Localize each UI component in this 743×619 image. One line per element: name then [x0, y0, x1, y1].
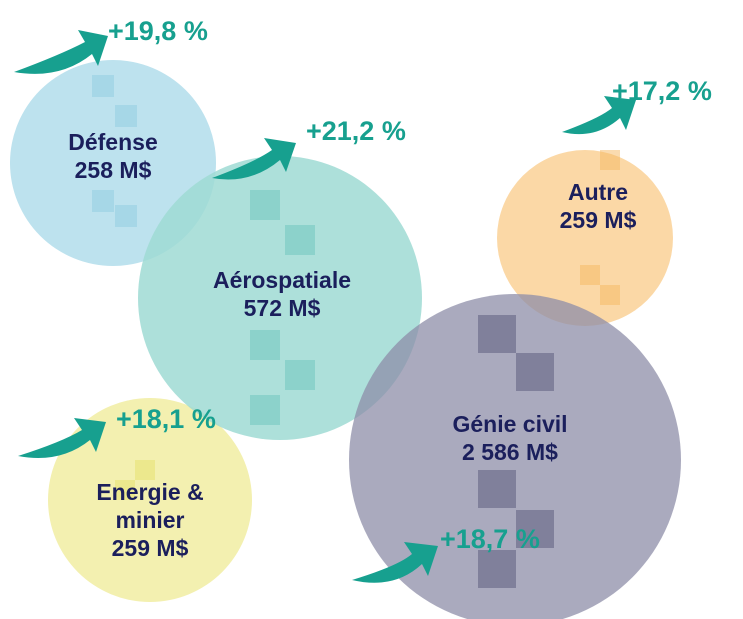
- bubble-label: Aérospatiale: [213, 267, 351, 293]
- bubble-label: Energie &: [96, 479, 203, 505]
- bubble: [138, 156, 422, 440]
- growth-rate: +17,2 %: [612, 76, 712, 106]
- bubble: [497, 150, 673, 326]
- growth-rate: +18,7 %: [440, 524, 540, 554]
- bubble-amount: 259 M$: [112, 535, 189, 561]
- bubble-amount: 259 M$: [560, 207, 637, 233]
- bubble-amount: 572 M$: [244, 295, 321, 321]
- growth-rate: +19,8 %: [108, 16, 208, 46]
- bubble-label: Autre: [568, 179, 628, 205]
- growth-rate: +18,1 %: [116, 404, 216, 434]
- bubble-amount: 2 586 M$: [462, 439, 558, 465]
- growth-arrows: [14, 30, 636, 583]
- growth-rate: +21,2 %: [306, 116, 406, 146]
- bubble-label: Défense: [68, 129, 157, 155]
- bubble: [349, 294, 681, 619]
- pixel-decor: [92, 75, 620, 588]
- bubble: [10, 60, 216, 266]
- bubble-amount: 258 M$: [75, 157, 152, 183]
- bubble: [48, 398, 252, 602]
- bubble-label: Génie civil: [452, 411, 567, 437]
- bubble-label: minier: [115, 507, 184, 533]
